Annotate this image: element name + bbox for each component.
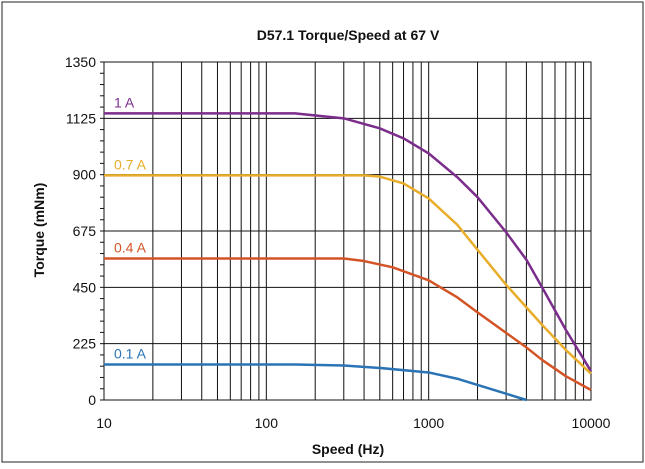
series-line (104, 112, 593, 372)
series-label: 0.1 A (114, 345, 147, 361)
x-tick-label: 100 (255, 415, 279, 431)
y-tick-label: 225 (73, 336, 97, 352)
y-tick-label: 1125 (66, 110, 96, 126)
x-tick-label: 1000 (413, 415, 444, 431)
y-tick-label: 0 (88, 392, 96, 408)
series-line (104, 257, 592, 392)
x-axis-label: Speed (Hz) (312, 441, 384, 457)
y-tick-label: 450 (73, 279, 97, 295)
axes: 0 225 450 675 900 1125 1350 10 100 1000 10000 (65, 54, 611, 431)
series-line (104, 174, 592, 375)
y-tick-label: 675 (73, 223, 97, 239)
series-label: 0.7 A (114, 156, 147, 172)
x-tick-label: 10 (96, 415, 112, 431)
y-tick-label: 1350 (65, 54, 96, 70)
y-tick-label: 900 (73, 167, 97, 183)
x-tick-label: 10000 (572, 415, 611, 431)
y-axis-label: Torque (mNm) (31, 183, 47, 278)
series-label: 1 A (114, 94, 135, 110)
plot-area-border (103, 61, 592, 401)
series-labels: 1 A 0.7 A 0.4 A 0.1 A (114, 94, 147, 361)
chart-title: D57.1 Torque/Speed at 67 V (257, 27, 440, 43)
series-layer (104, 112, 593, 402)
series-label: 0.4 A (114, 240, 147, 256)
series-line (104, 363, 527, 402)
